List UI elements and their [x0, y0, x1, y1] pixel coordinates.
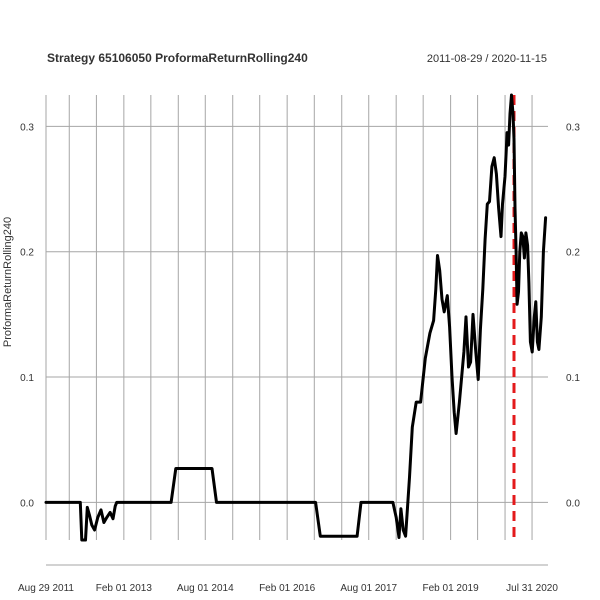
- y-axis-label: ProformaReturnRolling240: [2, 217, 14, 347]
- series-line-return: [44, 93, 548, 542]
- chart-title: Strategy 65106050 ProformaReturnRolling2…: [47, 51, 308, 65]
- axis-layer: 0.0 0.0 0.1 0.1 0.2 0.2 0.3 0.3 Aug 29 2011 Feb 0…: [18, 122, 580, 594]
- y-tick-label-right: 0.3: [566, 122, 580, 133]
- chart-date-range: 2011-08-29 / 2020-11-15: [427, 53, 547, 65]
- x-tick-label: Feb 01 2013: [96, 583, 153, 594]
- x-tick-label: Aug 29 2011: [18, 583, 74, 594]
- grid-layer: [45, 95, 548, 566]
- y-tick-label-right: 0.1: [566, 373, 580, 384]
- y-tick-label-left: 0.3: [20, 122, 34, 133]
- x-tick-label: Feb 01 2016: [259, 583, 316, 594]
- y-tick-label-right: 0.0: [566, 498, 580, 509]
- x-tick-label: Jul 31 2020: [506, 583, 558, 594]
- y-tick-label-left: 0.0: [20, 498, 34, 509]
- y-tick-label-left: 0.2: [20, 248, 34, 259]
- x-tick-label: Feb 01 2019: [423, 583, 480, 594]
- x-tick-label: Aug 01 2014: [177, 583, 234, 594]
- y-tick-label-right: 0.2: [566, 248, 580, 259]
- x-tick-label: Aug 01 2017: [340, 583, 397, 594]
- y-tick-label-left: 0.1: [20, 373, 34, 384]
- series-layer: [44, 93, 548, 542]
